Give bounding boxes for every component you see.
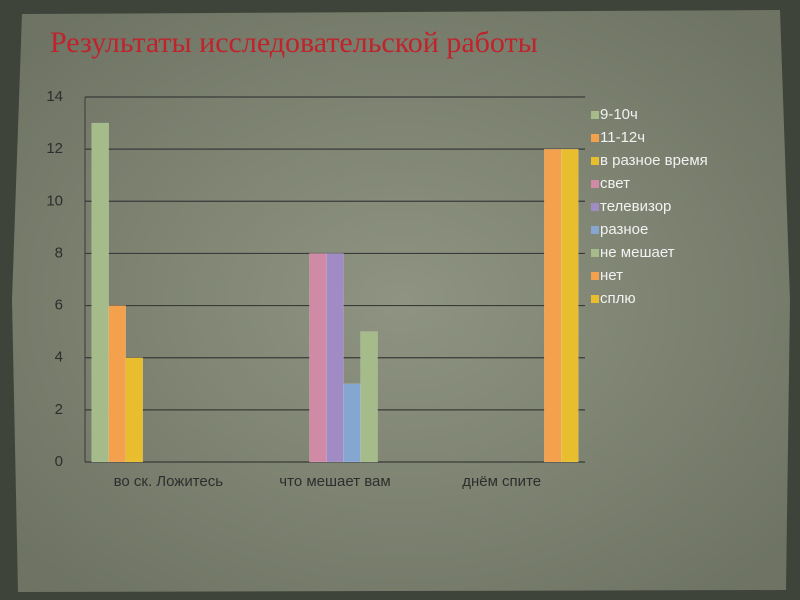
legend-swatch (591, 180, 599, 188)
legend-swatch (591, 157, 599, 165)
y-tick-label: 12 (46, 140, 63, 157)
legend-label: телевизор (600, 198, 671, 215)
x-tick-label: что мешает вам (279, 473, 390, 490)
x-tick-label: во ск. Ложитесь (114, 473, 224, 490)
bar (343, 383, 361, 463)
bar (360, 331, 378, 463)
chart-title: Результаты исследовательской работы (50, 26, 538, 59)
bar (309, 253, 327, 463)
bar (125, 357, 144, 463)
x-tick-label: днём спите (462, 473, 541, 490)
bar (561, 148, 579, 463)
legend-label: свет (600, 175, 630, 192)
legend-swatch (591, 226, 599, 234)
y-tick-label: 10 (46, 192, 63, 209)
y-tick-label: 8 (55, 244, 63, 261)
legend-swatch (591, 249, 599, 257)
legend-label: 9-10ч (600, 106, 638, 123)
bar (544, 148, 562, 463)
legend-swatch (591, 134, 599, 142)
bar (326, 253, 344, 463)
legend-swatch (591, 203, 599, 211)
legend-swatch (591, 295, 599, 303)
y-tick-label: 6 (55, 297, 63, 314)
legend-label: 11-12ч (600, 129, 645, 146)
legend-label: не мешает (600, 244, 675, 261)
legend-label: сплю (600, 290, 636, 307)
y-tick-label: 0 (55, 453, 63, 470)
legend-label: в разное время (600, 152, 708, 169)
bar (91, 122, 109, 463)
legend-label: разное (600, 221, 648, 238)
y-tick-label: 14 (46, 88, 63, 105)
legend-swatch (591, 272, 599, 280)
bar (108, 305, 126, 463)
y-tick-label: 4 (55, 349, 63, 366)
legend-swatch (591, 111, 599, 119)
y-tick-label: 2 (55, 401, 63, 418)
paper-panel (12, 10, 790, 592)
legend-label: нет (600, 267, 623, 284)
